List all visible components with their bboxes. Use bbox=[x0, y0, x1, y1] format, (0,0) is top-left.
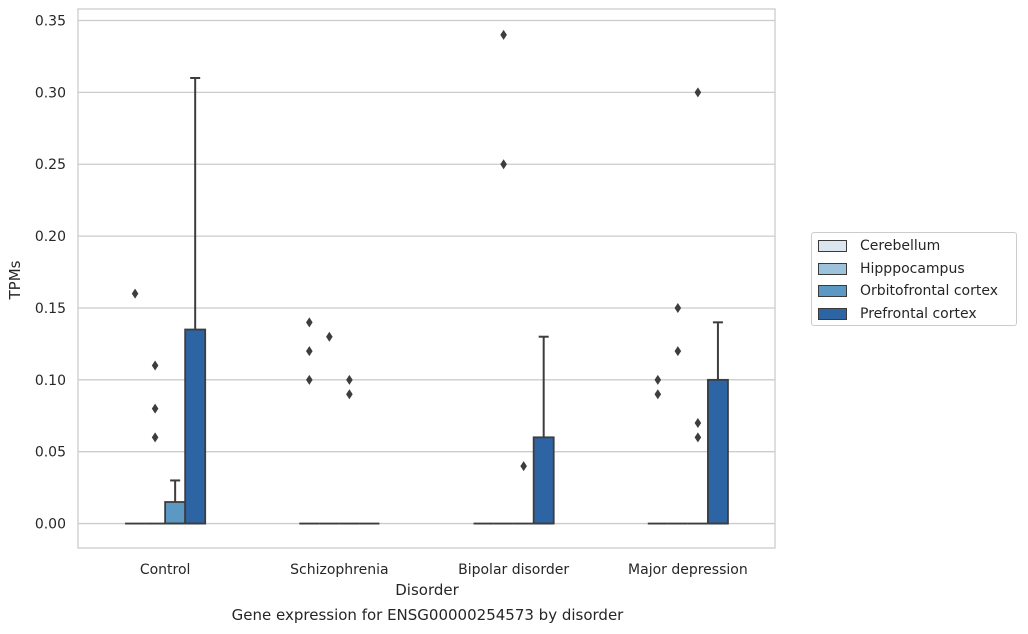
box-orbitofrontal-cortex bbox=[164, 479, 187, 525]
y-tick-label: 0.30 bbox=[35, 85, 66, 101]
gridlines bbox=[78, 19, 775, 525]
outlier-point bbox=[520, 461, 527, 472]
outlier-point bbox=[151, 360, 159, 371]
plot-area-frame bbox=[77, 8, 776, 549]
legend-label: Hipppocampus bbox=[860, 260, 965, 277]
x-axis-ticks: Control Schizophrenia Bipolar disorder Majo… bbox=[140, 562, 748, 578]
x-axis-title: Disorder bbox=[395, 581, 459, 599]
y-tick-label: 0.20 bbox=[35, 229, 66, 245]
box-hipppocampus bbox=[493, 29, 514, 525]
box-cerebellum bbox=[647, 374, 668, 525]
legend-swatch bbox=[818, 240, 847, 252]
y-tick-label: 0.35 bbox=[35, 13, 66, 29]
outlier-point bbox=[674, 346, 682, 357]
y-tick-label: 0.05 bbox=[35, 445, 66, 461]
outlier-point bbox=[654, 389, 662, 400]
box-cerebellum bbox=[299, 317, 320, 525]
x-tick-label: Control bbox=[140, 562, 191, 578]
legend-item: Cerebellum bbox=[818, 236, 940, 256]
box-prefrontal-cortex bbox=[184, 76, 207, 525]
legend-label: Prefrontal cortex bbox=[860, 305, 977, 322]
box-cerebellum bbox=[125, 288, 146, 525]
box bbox=[164, 501, 187, 525]
legend-item: Orbitofrontal cortex bbox=[818, 281, 998, 301]
outlier-point bbox=[694, 87, 702, 98]
box-prefrontal-cortex bbox=[532, 335, 555, 525]
y-axis-ticks: 0.00 0.05 0.10 0.15 0.20 0.25 0.30 0.35 bbox=[35, 13, 66, 532]
box-hipppocampus bbox=[319, 331, 340, 525]
y-tick-label: 0.00 bbox=[35, 517, 66, 533]
outlier-point bbox=[306, 317, 313, 328]
box-orbitofrontal-cortex bbox=[687, 87, 708, 525]
box-hipppocampus bbox=[145, 360, 166, 525]
box-prefrontal-cortex bbox=[707, 321, 729, 525]
legend: Cerebellum Hipppocampus Orbitofrontal cort… bbox=[811, 232, 1017, 326]
y-tick-label: 0.15 bbox=[35, 301, 66, 317]
legend-swatch bbox=[818, 285, 847, 297]
outlier-point bbox=[151, 403, 159, 414]
outlier-point bbox=[694, 432, 702, 443]
chart-caption: Gene expression for ENSG00000254573 by d… bbox=[231, 606, 624, 624]
outlier-point bbox=[500, 159, 507, 170]
legend-label: Cerebellum bbox=[860, 238, 941, 254]
x-tick-label: Bipolar disorder bbox=[458, 562, 569, 578]
legend-item: Prefrontal cortex bbox=[818, 304, 977, 324]
box bbox=[707, 378, 729, 525]
x-tick-label: Major depression bbox=[628, 562, 748, 578]
box-hipppocampus bbox=[667, 302, 688, 525]
outlier-point bbox=[500, 29, 507, 40]
outlier-point bbox=[654, 374, 662, 385]
legend-swatch bbox=[818, 307, 847, 320]
outlier-point bbox=[674, 302, 682, 313]
box bbox=[532, 436, 555, 525]
outlier-point bbox=[131, 288, 139, 299]
boxes bbox=[125, 29, 729, 525]
box bbox=[184, 328, 207, 525]
box-orbitofrontal-cortex bbox=[339, 374, 360, 525]
y-axis-title: TPMs bbox=[6, 260, 24, 300]
box-orbitofrontal-cortex bbox=[513, 461, 534, 525]
legend-label: Orbitofrontal cortex bbox=[860, 283, 998, 299]
outlier-point bbox=[306, 346, 313, 357]
legend-item: Hipppocampus bbox=[818, 259, 965, 279]
y-tick-label: 0.10 bbox=[35, 373, 66, 389]
outlier-point bbox=[346, 374, 353, 385]
y-tick-label: 0.25 bbox=[35, 157, 66, 173]
outlier-point bbox=[151, 432, 159, 443]
outlier-point bbox=[306, 374, 313, 385]
outlier-point bbox=[326, 331, 333, 342]
outlier-point bbox=[346, 389, 353, 400]
outlier-point bbox=[694, 417, 702, 428]
x-tick-label: Schizophrenia bbox=[290, 562, 388, 578]
legend-swatch bbox=[818, 262, 847, 275]
